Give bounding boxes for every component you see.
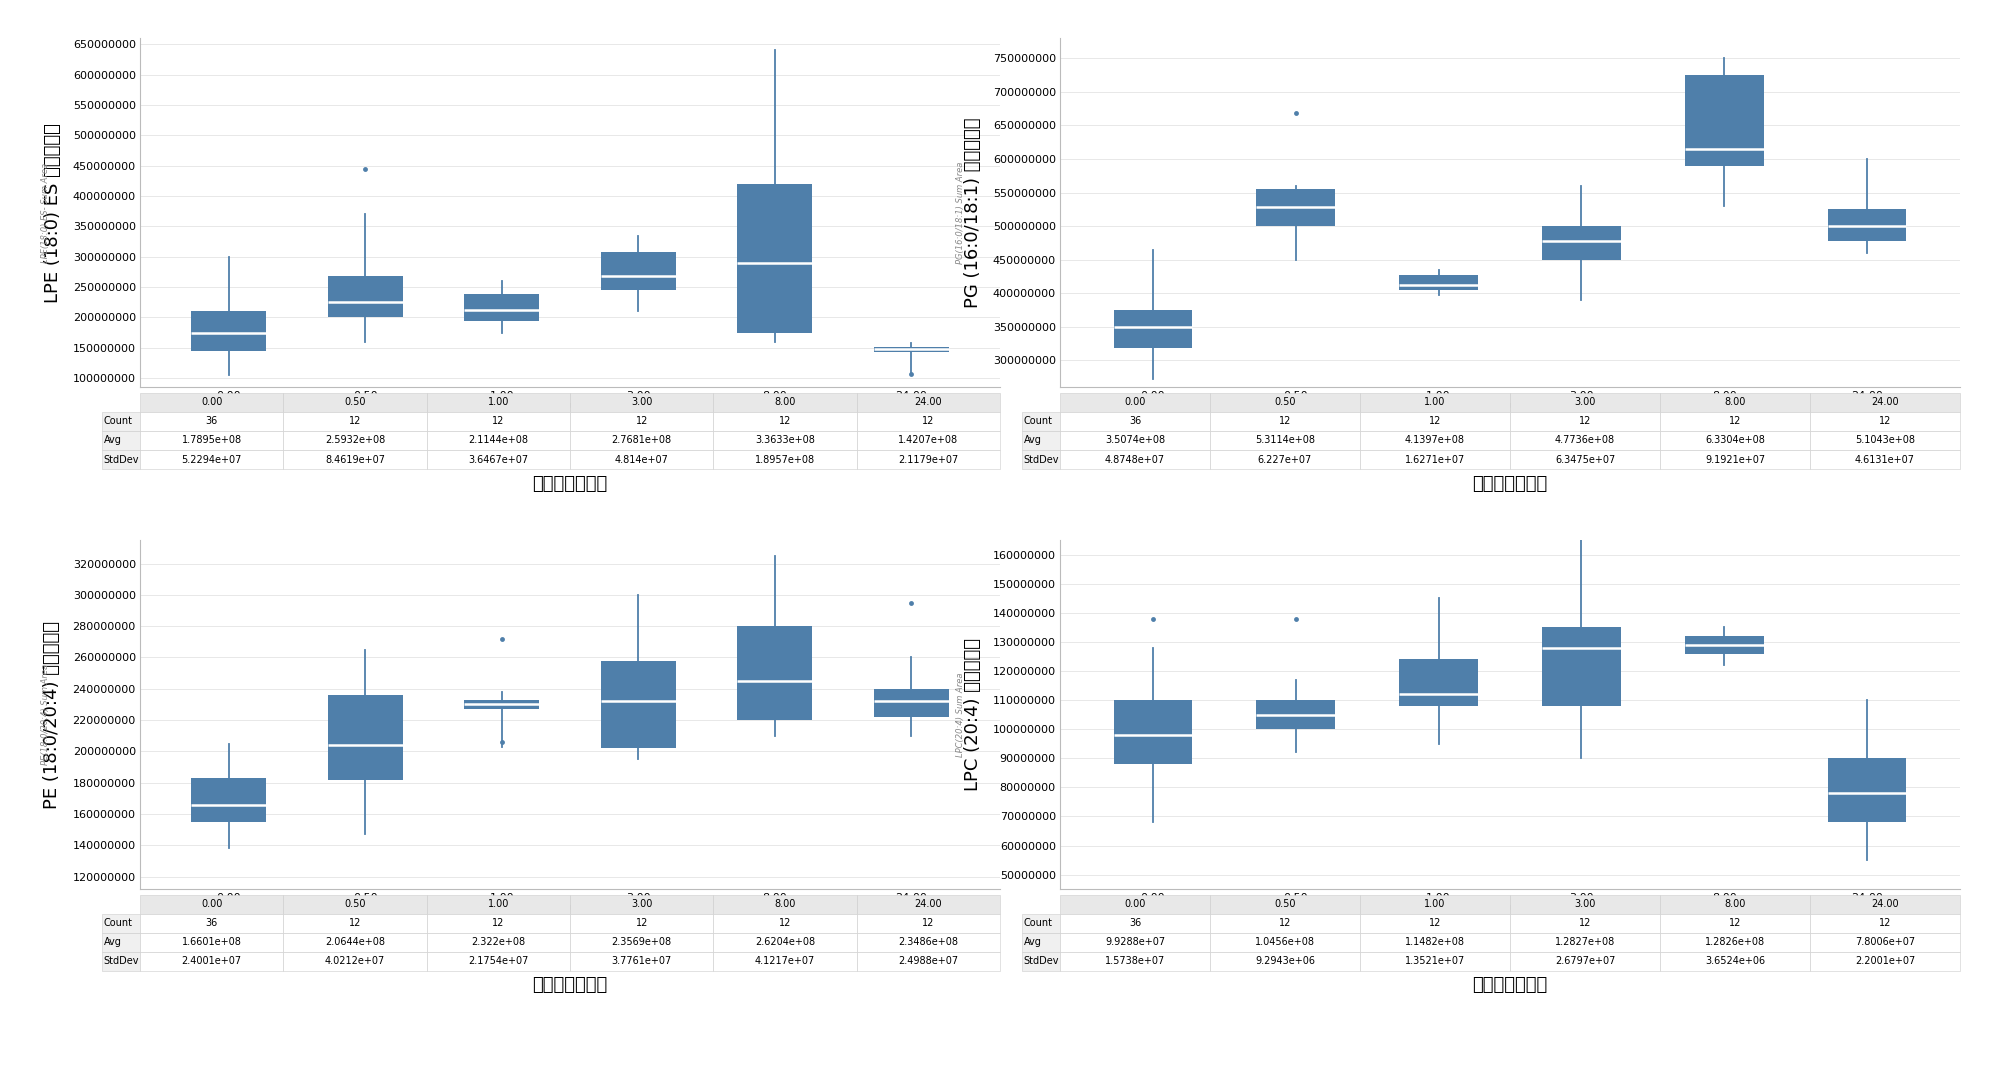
Text: Time: Time — [560, 903, 580, 912]
Bar — [738, 184, 812, 333]
Bar — [192, 311, 266, 351]
Y-axis label: PE (18:0/20:4) ピーク面積: PE (18:0/20:4) ピーク面積 — [44, 621, 62, 808]
Text: タイムポイント: タイムポイント — [532, 475, 608, 492]
Bar — [1684, 75, 1764, 166]
Text: LPE(18:0) ES- Sum Area: LPE(18:0) ES- Sum Area — [40, 163, 50, 263]
Text: タイムポイント: タイムポイント — [532, 976, 608, 994]
Text: LPC(20:4) Sum Area: LPC(20:4) Sum Area — [956, 672, 966, 757]
Bar — [464, 699, 540, 709]
Bar — [874, 688, 948, 717]
Text: PG(16:0/18:1) Sum Area: PG(16:0/18:1) Sum Area — [956, 161, 966, 264]
Bar — [874, 347, 948, 352]
Bar — [328, 276, 402, 317]
Text: Time: Time — [560, 401, 580, 410]
Bar — [1684, 636, 1764, 654]
Text: タイムポイント: タイムポイント — [1472, 976, 1548, 994]
Bar — [1542, 226, 1620, 260]
Bar — [464, 295, 540, 321]
Text: タイムポイント: タイムポイント — [1472, 475, 1548, 492]
Bar — [600, 660, 676, 748]
Y-axis label: LPE (18:0) ES ピーク面積: LPE (18:0) ES ピーク面積 — [44, 123, 62, 302]
Bar — [1400, 275, 1478, 290]
Text: PE(18:0/20:4) Sum Area: PE(18:0/20:4) Sum Area — [40, 664, 50, 765]
Bar — [1400, 659, 1478, 706]
Bar — [1114, 310, 1192, 348]
Text: Time: Time — [1500, 401, 1520, 410]
Bar — [1256, 189, 1336, 226]
Bar — [1828, 758, 1906, 823]
Bar — [1114, 700, 1192, 764]
Y-axis label: LPC (20:4) ピーク面積: LPC (20:4) ピーク面積 — [964, 638, 982, 791]
Bar — [1542, 627, 1620, 706]
Bar — [1256, 700, 1336, 729]
Bar — [738, 626, 812, 720]
Text: Time: Time — [1500, 903, 1520, 912]
Y-axis label: PG (16:0/18:1) ピーク面積: PG (16:0/18:1) ピーク面積 — [964, 118, 982, 308]
Bar — [328, 695, 402, 780]
Bar — [1828, 209, 1906, 241]
Bar — [192, 778, 266, 822]
Bar — [600, 252, 676, 290]
